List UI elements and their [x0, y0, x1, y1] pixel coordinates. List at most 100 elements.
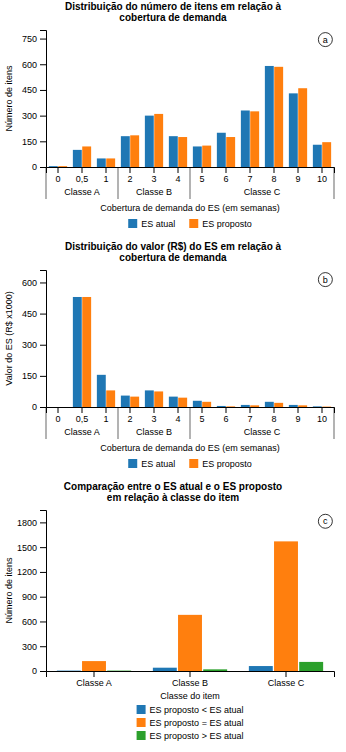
tick-label: 300 — [22, 642, 37, 652]
bar — [250, 111, 259, 167]
tick-mark — [286, 671, 287, 677]
legend-label: ES proposto — [202, 219, 252, 229]
legend-label: ES atual — [141, 219, 175, 229]
panel-label-circle — [318, 273, 332, 287]
bar — [217, 133, 226, 167]
bar — [298, 405, 307, 407]
tick-label: 10 — [317, 174, 327, 184]
bar — [121, 396, 130, 407]
tick-label: 150 — [22, 371, 37, 381]
tick-label: 0 — [32, 666, 37, 676]
title: Comparação entre o ES atual e o ES propo… — [64, 481, 282, 503]
bar — [121, 136, 130, 167]
tick-label: 0 — [32, 162, 37, 172]
bar — [274, 67, 283, 167]
tick-label: 4 — [175, 174, 180, 184]
tick: 0 — [55, 167, 60, 184]
axis-domain — [40, 511, 47, 672]
tick-label: 1 — [103, 414, 108, 424]
bar — [241, 110, 250, 167]
tick-mark — [106, 407, 107, 413]
class-label: Classe B — [136, 187, 172, 197]
tick-mark — [58, 407, 59, 413]
tick-mark — [40, 547, 46, 548]
y-axis-title: Número de itens — [4, 65, 14, 132]
x-axis-title: Cobertura de demanda do ES (em semanas) — [100, 443, 280, 453]
class-groups: Classe AClasse BClasse C — [46, 167, 334, 199]
panel: 0300600900120015001800Classe AClasse BCl… — [4, 481, 335, 741]
legend-item: ES proposto < ES atual — [137, 705, 244, 715]
axis-domain — [40, 31, 47, 168]
tick-label: 600 — [22, 617, 37, 627]
tick: 1500 — [17, 543, 46, 553]
bar — [82, 146, 91, 167]
bar — [130, 397, 139, 407]
tick-mark — [274, 167, 275, 173]
panel-label-circle — [318, 514, 332, 528]
tick-label: Classe B — [172, 678, 208, 688]
tick-label: 0,5 — [76, 174, 89, 184]
class-groups: Classe AClasse BClasse C — [46, 407, 334, 439]
bar — [58, 407, 67, 408]
bar — [145, 390, 154, 407]
series — [73, 297, 322, 407]
bar — [250, 405, 259, 407]
panel-label: a — [318, 33, 332, 47]
tick: 4 — [175, 407, 180, 424]
figure: 015030045060075000,512345678910Classe AC… — [0, 0, 346, 752]
tick-label: Classe A — [76, 678, 112, 688]
tick-mark — [40, 671, 46, 672]
tick: 600 — [22, 617, 46, 627]
bars — [57, 541, 323, 671]
bar — [299, 662, 323, 671]
bar — [106, 158, 115, 167]
series — [49, 66, 322, 167]
bar — [322, 142, 331, 167]
class-label: Classe A — [64, 427, 100, 437]
tick-label: 3 — [151, 174, 156, 184]
series — [82, 297, 331, 407]
legend-item: ES atual — [128, 459, 175, 469]
class-label: Classe C — [244, 187, 281, 197]
bars — [73, 297, 331, 407]
class-label: Classe C — [244, 427, 281, 437]
title-line: Distribuição do valor (R$) do ES em rela… — [65, 241, 282, 252]
tick-mark — [250, 407, 251, 413]
bar — [274, 541, 298, 671]
bar — [226, 406, 235, 407]
tick-label: 3 — [151, 414, 156, 424]
tick-label: 750 — [22, 34, 37, 44]
tick-label: 8 — [271, 174, 276, 184]
bar — [193, 146, 202, 167]
bar — [203, 669, 227, 671]
tick-mark — [250, 167, 251, 173]
bar — [82, 297, 91, 407]
bar — [249, 666, 273, 671]
tick: 0 — [32, 402, 46, 412]
class-separator — [118, 407, 119, 439]
x-axis-title: Cobertura de demanda do ES (em semanas) — [100, 203, 280, 213]
bar — [169, 136, 178, 167]
tick: 450 — [22, 309, 46, 319]
legend-swatch — [137, 731, 146, 740]
tick-label: 450 — [22, 309, 37, 319]
legend-item: ES proposto — [189, 219, 252, 229]
tick-label: 8 — [271, 414, 276, 424]
panel-label-circle — [318, 33, 332, 47]
tick-label: 900 — [22, 592, 37, 602]
tick: 3 — [151, 407, 156, 424]
tick: 8 — [271, 407, 276, 424]
x-axis: 00,512345678910 — [47, 167, 335, 184]
tick: 10 — [317, 407, 327, 424]
tick-mark — [190, 671, 191, 677]
tick-mark — [202, 167, 203, 173]
title-line: em relação à classe do item — [107, 492, 239, 503]
bar — [97, 375, 106, 407]
tick-mark — [154, 167, 155, 173]
legend: ES atual ES proposto — [128, 219, 252, 229]
y-axis-title: Número de itens — [4, 557, 14, 624]
tick: 150 — [22, 371, 46, 381]
tick-mark — [40, 141, 46, 142]
tick-label: 5 — [199, 174, 204, 184]
tick: 6 — [223, 407, 228, 424]
